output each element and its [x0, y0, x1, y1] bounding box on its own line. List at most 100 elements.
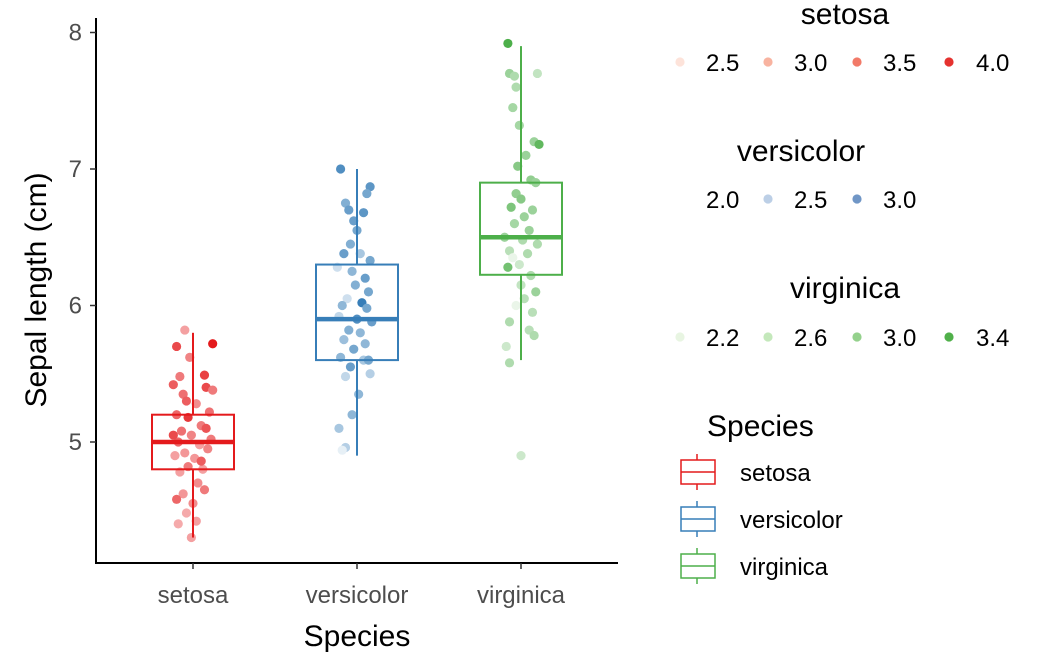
legend-key-dot — [852, 194, 862, 204]
legend-title: virginica — [790, 272, 900, 305]
data-point — [344, 325, 354, 335]
data-point — [196, 456, 206, 466]
data-point — [339, 335, 349, 345]
data-point — [347, 410, 357, 420]
data-point — [339, 249, 349, 259]
data-point — [514, 259, 524, 270]
y-tick-label: 8 — [69, 20, 82, 47]
data-point — [176, 426, 187, 436]
data-point — [529, 330, 539, 341]
legend-key-dot — [852, 57, 862, 67]
box-versicolor — [315, 263, 399, 362]
x-tick-label: setosa — [158, 582, 229, 609]
legend-key-dot — [852, 332, 862, 342]
data-point — [365, 255, 375, 266]
data-point — [531, 287, 541, 297]
data-point — [522, 249, 533, 259]
y-tick-label: 6 — [69, 293, 82, 320]
x-tick-label: virginica — [477, 582, 566, 609]
data-point — [173, 519, 183, 529]
data-point — [208, 385, 218, 395]
data-point — [365, 369, 375, 379]
data-point — [344, 205, 354, 215]
data-point — [365, 182, 375, 192]
y-ticks: 5 6 7 8 — [69, 20, 96, 456]
legend-label: 3.5 — [883, 50, 916, 77]
data-point — [362, 303, 372, 313]
axes: 5 6 7 8 setosa versicolor virginica Species S… — [20, 18, 618, 653]
data-point — [186, 430, 196, 440]
data-point — [340, 371, 351, 382]
legend-label: 3.0 — [794, 50, 827, 77]
data-point — [501, 341, 511, 352]
legend-key-dot — [944, 332, 954, 342]
species-legend-label: versicolor — [740, 507, 843, 534]
legend-key-dot — [675, 194, 685, 204]
data-point — [337, 445, 347, 455]
data-point — [516, 451, 526, 461]
data-point — [180, 325, 190, 335]
legend-key-dot — [675, 332, 685, 342]
data-point — [514, 120, 524, 130]
data-point — [504, 358, 515, 368]
data-point — [186, 532, 196, 543]
data-point — [168, 430, 178, 440]
legend-label: 2.5 — [794, 187, 827, 214]
data-point — [532, 239, 543, 249]
data-point — [532, 68, 543, 79]
data-point — [170, 451, 180, 461]
data-point — [193, 478, 203, 488]
data-point — [503, 262, 513, 272]
data-point — [516, 194, 526, 204]
legend-label: 3.4 — [976, 325, 1009, 352]
data-point — [360, 273, 370, 283]
legend-title: setosa — [801, 0, 890, 31]
data-point — [345, 239, 356, 249]
legend-label: 3.0 — [883, 187, 916, 214]
plot-area — [151, 38, 563, 543]
data-point — [208, 339, 218, 349]
data-point — [340, 198, 351, 208]
species-legend-label: setosa — [740, 460, 811, 487]
legend-key-dot — [763, 332, 773, 342]
data-point — [350, 280, 360, 290]
data-point — [347, 266, 357, 276]
box-virginica — [479, 181, 563, 276]
legends: setosa 2.5 3.0 3.5 4.0 versicolor 2.0 2.5 3.0 vir… — [675, 0, 1009, 584]
legend-title: versicolor — [737, 135, 865, 168]
data-point — [178, 489, 188, 499]
data-point — [342, 294, 352, 304]
data-point — [180, 448, 190, 458]
species-legend-label: virginica — [740, 554, 829, 581]
data-point — [355, 328, 365, 338]
legend-key-dot — [944, 57, 954, 67]
species-legend-title: Species — [707, 410, 814, 443]
data-point — [337, 300, 347, 311]
data-point — [527, 205, 538, 215]
data-point — [504, 246, 515, 256]
data-point — [511, 300, 521, 311]
legend-key-dot — [763, 57, 773, 67]
data-point — [345, 362, 356, 372]
y-tick-label: 5 — [69, 429, 82, 456]
data-point — [201, 423, 211, 433]
data-point — [336, 164, 346, 174]
data-point — [519, 212, 529, 222]
y-tick-label: 7 — [69, 156, 82, 183]
data-point — [178, 389, 188, 399]
data-point — [199, 485, 210, 495]
data-point — [172, 494, 182, 504]
x-tick-label: versicolor — [306, 582, 409, 609]
data-point — [504, 317, 515, 327]
data-point — [354, 389, 364, 399]
data-point — [508, 253, 518, 263]
legend-label: 3.0 — [883, 325, 916, 352]
legend-key-dot — [763, 194, 773, 204]
legend-label: 2.0 — [706, 187, 739, 214]
legend-label: 2.6 — [794, 325, 827, 352]
data-point — [527, 307, 538, 317]
legend-label: 2.2 — [706, 325, 739, 352]
x-axis-title: Species — [304, 620, 411, 653]
data-point — [508, 102, 518, 113]
